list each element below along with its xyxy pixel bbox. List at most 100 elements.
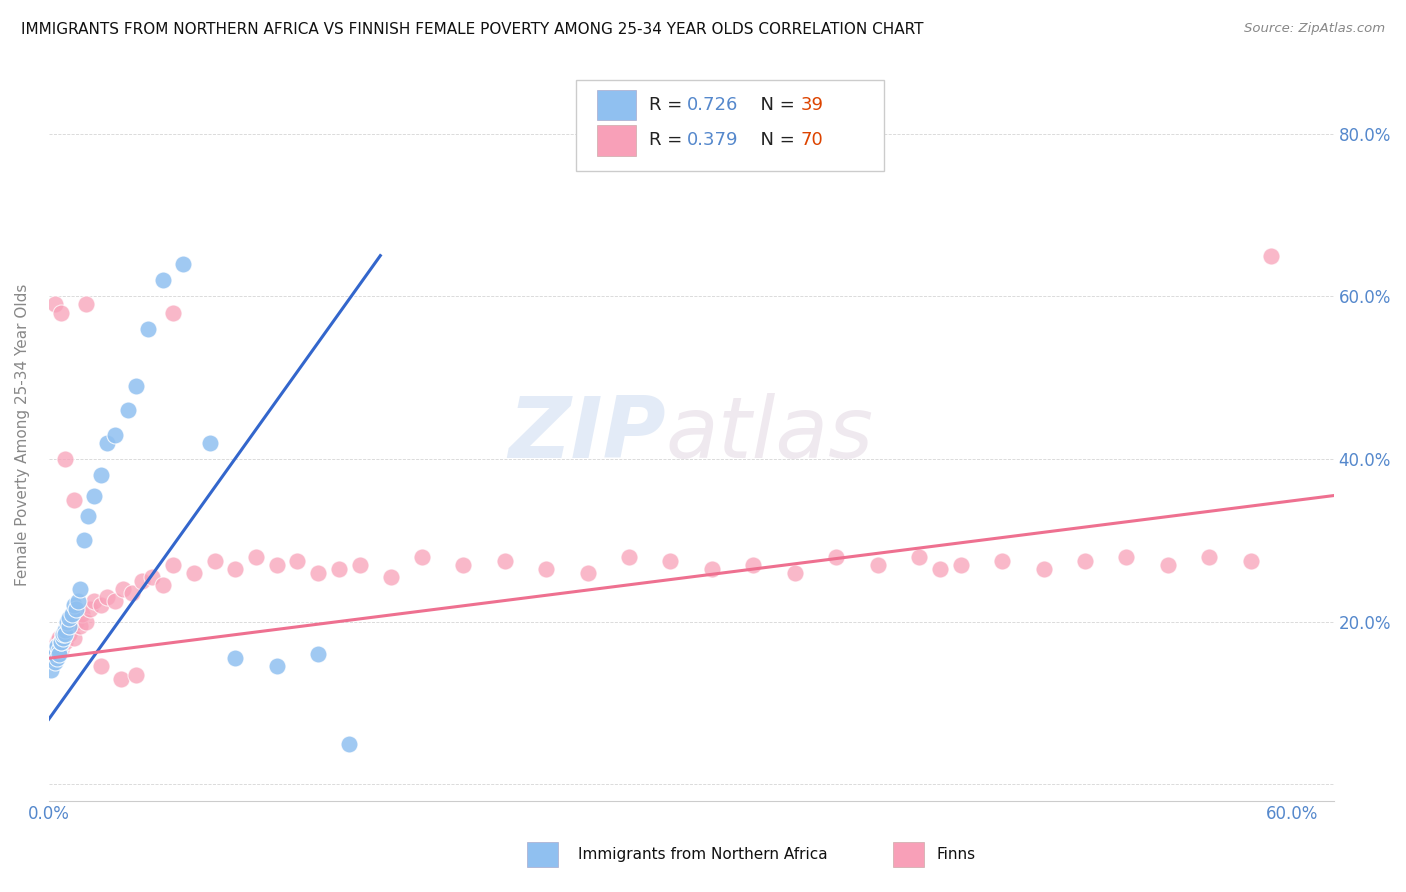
Point (53, 452, 76, 467)
Point (70, 607, 93, 621)
Point (117, 403, 139, 417)
Point (928, 562, 950, 576)
Point (245, 549, 267, 564)
Point (742, 558, 765, 572)
Point (58, 610, 80, 624)
Point (266, 659, 288, 673)
Point (44, 297, 66, 311)
Point (287, 554, 309, 568)
Point (991, 554, 1014, 568)
Point (58, 627, 80, 641)
Point (48, 631, 70, 645)
Point (62, 599, 84, 613)
Point (48, 647, 70, 661)
Point (825, 549, 848, 564)
Point (83, 489, 105, 503)
Point (104, 427, 127, 442)
Point (62, 492, 84, 507)
Point (60, 618, 83, 632)
Text: IMMIGRANTS FROM NORTHERN AFRICA VS FINNISH FEMALE POVERTY AMONG 25-34 YEAR OLDS : IMMIGRANTS FROM NORTHERN AFRICA VS FINNI… (21, 22, 924, 37)
Point (183, 566, 205, 580)
Point (659, 554, 682, 568)
Point (141, 570, 163, 584)
Point (42, 651, 65, 665)
Point (96, 435, 118, 450)
FancyBboxPatch shape (575, 79, 884, 171)
Point (69, 618, 91, 632)
Point (44, 656, 66, 670)
Point (51, 305, 73, 319)
Text: Source: ZipAtlas.com: Source: ZipAtlas.com (1244, 22, 1385, 36)
Point (1240, 554, 1263, 568)
Point (48, 643, 70, 657)
Point (52, 627, 75, 641)
Point (44, 647, 66, 661)
Point (136, 322, 159, 336)
Point (451, 558, 474, 572)
Point (125, 378, 148, 392)
Y-axis label: Female Poverty Among 25-34 Year Olds: Female Poverty Among 25-34 Year Olds (15, 284, 30, 586)
Point (48, 639, 70, 653)
Text: R =: R = (648, 96, 688, 114)
Text: Finns: Finns (936, 847, 976, 862)
Text: R =: R = (648, 131, 688, 149)
Point (53, 635, 76, 649)
Point (39, 664, 62, 678)
Point (69, 582, 91, 596)
Point (52, 631, 75, 645)
Point (96, 591, 118, 605)
Point (60, 607, 83, 621)
Point (73, 533, 96, 548)
Point (75, 615, 97, 629)
Point (56, 615, 79, 629)
Point (56, 623, 79, 637)
Point (1115, 549, 1137, 564)
Point (162, 305, 184, 319)
Point (39, 647, 62, 661)
Point (349, 558, 371, 572)
Point (783, 566, 806, 580)
Point (152, 578, 174, 592)
Point (110, 672, 132, 686)
Text: 39: 39 (800, 96, 824, 114)
Point (307, 566, 329, 580)
Text: 0.726: 0.726 (688, 96, 738, 114)
Point (121, 586, 143, 600)
Point (307, 647, 329, 661)
Point (1032, 562, 1054, 576)
Point (131, 574, 153, 588)
Point (79, 602, 101, 616)
Text: Immigrants from Northern Africa: Immigrants from Northern Africa (578, 847, 828, 862)
Point (46, 651, 69, 665)
Point (200, 435, 222, 450)
Point (204, 554, 226, 568)
Point (42, 643, 65, 657)
Point (908, 549, 931, 564)
Point (46, 635, 69, 649)
Point (51, 635, 73, 649)
Text: N =: N = (749, 96, 800, 114)
Text: atlas: atlas (665, 393, 873, 476)
Point (77, 508, 100, 523)
Point (65, 615, 87, 629)
Point (380, 570, 402, 584)
Point (90, 468, 112, 483)
Point (172, 257, 194, 271)
Point (65, 602, 87, 616)
Text: ZIP: ZIP (508, 393, 665, 476)
Point (42, 643, 65, 657)
Point (53, 623, 76, 637)
Text: 0.379: 0.379 (688, 131, 738, 149)
Point (494, 554, 516, 568)
Point (83, 594, 105, 608)
Text: 70: 70 (800, 131, 823, 149)
Text: N =: N = (749, 131, 800, 149)
Point (62, 631, 84, 645)
Point (75, 297, 97, 311)
Point (337, 737, 360, 751)
Point (90, 659, 112, 673)
Point (1074, 554, 1097, 568)
Point (617, 549, 640, 564)
Point (51, 643, 73, 657)
Point (534, 562, 557, 576)
